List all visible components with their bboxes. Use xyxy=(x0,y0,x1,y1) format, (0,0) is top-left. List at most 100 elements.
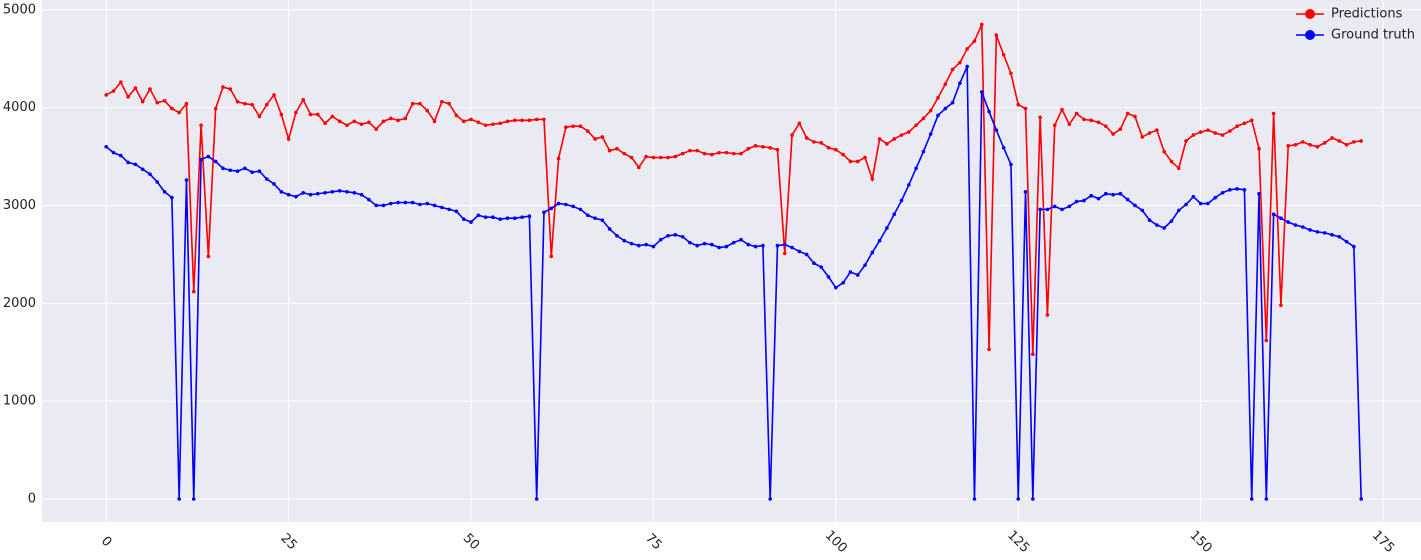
data-point xyxy=(1257,146,1261,151)
data-point xyxy=(1104,191,1108,196)
x-tick-label: 75 xyxy=(642,531,664,553)
data-point xyxy=(1052,123,1057,128)
data-point xyxy=(702,241,707,246)
data-point xyxy=(907,130,911,134)
data-point xyxy=(374,127,378,131)
x-tick-label: 125 xyxy=(1004,528,1032,556)
data-point xyxy=(658,237,663,242)
data-point xyxy=(505,216,510,220)
data-point xyxy=(1242,188,1247,192)
data-point xyxy=(1060,207,1064,212)
x-tick-label: 50 xyxy=(460,531,482,553)
data-point xyxy=(111,150,116,155)
data-point xyxy=(257,169,262,174)
data-point xyxy=(264,177,269,181)
data-point xyxy=(593,137,597,141)
y-tick-label: 1000 xyxy=(3,394,36,409)
data-point xyxy=(826,145,831,150)
data-point xyxy=(870,177,875,181)
data-point xyxy=(1082,117,1086,122)
data-point xyxy=(199,123,203,128)
data-point xyxy=(1176,208,1181,213)
data-point xyxy=(1213,131,1218,135)
data-point xyxy=(680,151,685,156)
data-point xyxy=(797,121,802,126)
data-point xyxy=(1060,107,1064,112)
data-point xyxy=(250,170,254,175)
data-point xyxy=(498,121,503,126)
data-point xyxy=(140,99,145,104)
data-point xyxy=(447,207,451,212)
data-point xyxy=(1067,204,1072,209)
data-point xyxy=(1206,201,1210,206)
data-point xyxy=(914,123,918,128)
data-point xyxy=(1016,102,1021,107)
data-point xyxy=(1330,233,1334,237)
data-point xyxy=(695,243,700,248)
data-point xyxy=(921,116,926,121)
data-point xyxy=(607,227,612,231)
data-point xyxy=(593,216,597,220)
data-point xyxy=(243,101,247,106)
data-point xyxy=(104,144,109,149)
legend-marker xyxy=(1305,9,1315,19)
data-point xyxy=(162,189,167,194)
data-point xyxy=(666,155,670,160)
data-point xyxy=(381,119,386,124)
data-point xyxy=(578,207,583,212)
x-tick-label: 175 xyxy=(1369,528,1397,556)
data-point xyxy=(461,119,466,124)
data-point xyxy=(221,85,225,89)
data-point xyxy=(177,110,181,115)
data-point xyxy=(476,213,481,218)
data-point xyxy=(1308,228,1312,232)
data-point xyxy=(1147,131,1152,135)
plot-area xyxy=(42,0,1421,522)
data-point xyxy=(1067,122,1072,127)
data-point xyxy=(848,159,853,164)
data-point xyxy=(352,190,357,195)
data-point xyxy=(111,89,116,93)
data-point xyxy=(425,108,430,113)
data-point xyxy=(133,86,138,90)
data-point xyxy=(1352,140,1356,144)
data-point xyxy=(1074,199,1079,204)
data-point xyxy=(571,124,575,129)
data-point xyxy=(264,102,269,107)
data-point xyxy=(520,215,524,220)
data-point xyxy=(388,116,393,121)
y-tick-label: 3000 xyxy=(3,198,36,213)
data-point xyxy=(812,140,816,144)
data-point xyxy=(1220,133,1225,137)
data-point xyxy=(403,200,408,205)
data-point xyxy=(936,113,940,118)
data-point xyxy=(761,144,765,149)
data-point xyxy=(126,95,130,99)
data-point xyxy=(410,101,415,106)
data-point xyxy=(1279,216,1283,220)
data-point xyxy=(622,238,627,243)
data-point xyxy=(768,497,772,501)
data-point xyxy=(943,82,948,86)
data-point xyxy=(637,243,641,248)
data-point xyxy=(1031,497,1035,501)
data-point xyxy=(987,347,991,352)
data-point xyxy=(359,192,364,197)
data-point xyxy=(928,132,933,136)
data-point xyxy=(724,244,729,249)
data-point xyxy=(812,261,816,266)
x-tick-label: 25 xyxy=(277,531,299,553)
data-point xyxy=(1330,136,1334,140)
data-point xyxy=(498,217,503,221)
data-point xyxy=(885,142,889,146)
data-point xyxy=(834,285,838,290)
data-point xyxy=(374,203,378,208)
data-point xyxy=(206,154,211,159)
data-point xyxy=(316,112,320,117)
data-point xyxy=(819,265,824,269)
data-point xyxy=(899,198,904,203)
data-point xyxy=(337,119,342,124)
data-point xyxy=(1315,144,1320,149)
data-point xyxy=(228,87,233,91)
data-point xyxy=(644,154,648,159)
